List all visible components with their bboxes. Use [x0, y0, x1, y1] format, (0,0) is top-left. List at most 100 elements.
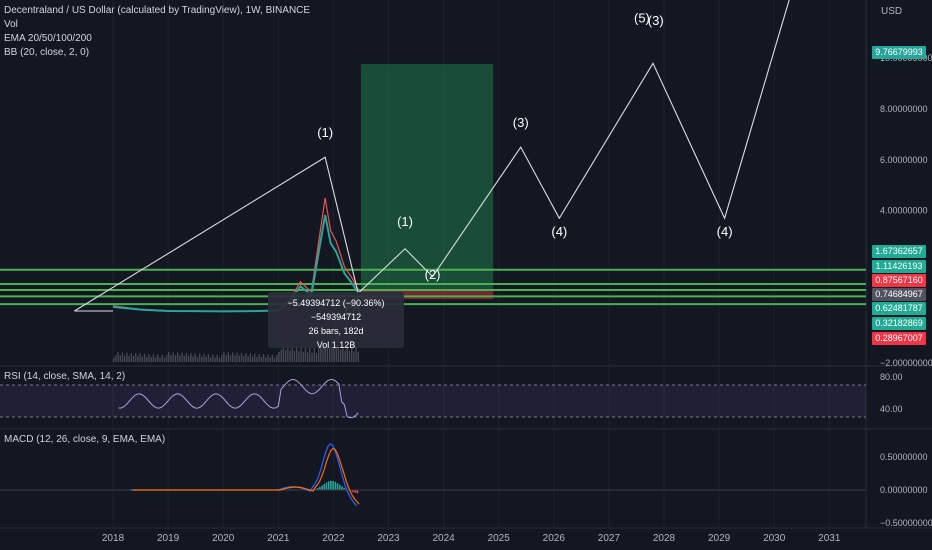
rsi-band	[0, 385, 866, 417]
symbol-title[interactable]: Decentraland / US Dollar (calculated by …	[4, 5, 311, 16]
volume-bar	[119, 355, 122, 362]
wave-label: (4)	[717, 224, 733, 239]
volume-bar	[137, 356, 139, 362]
volume-bar	[289, 350, 291, 362]
macd-legend: MACD (12, 26, close, 9, EMA, EMA)	[4, 433, 165, 447]
signal-line	[132, 447, 360, 505]
volume-bar	[150, 357, 152, 362]
x-tick-label: 2025	[488, 533, 511, 544]
volume-bar	[170, 355, 172, 362]
macd-histogram-bar	[338, 484, 341, 490]
volume-bar	[203, 353, 205, 362]
volume-bar	[260, 357, 263, 362]
macd-title[interactable]: MACD (12, 26, close, 9, EMA, EMA)	[4, 434, 166, 445]
grid-lines	[0, 0, 932, 529]
volume-bar	[256, 356, 258, 362]
volume-bar	[320, 344, 322, 362]
volume-bar	[357, 351, 360, 362]
volume-bar	[218, 357, 221, 362]
macd-histogram-bar	[341, 486, 343, 490]
volume-bar	[135, 353, 137, 362]
volume-bar	[194, 353, 196, 362]
macd-histogram-bar	[327, 481, 330, 490]
rsi-pane[interactable]	[0, 378, 866, 419]
elliott-wave-path	[74, 0, 790, 312]
rsi-tick-label: 80.00	[880, 372, 903, 382]
macd-tick-label: −0.50000000	[880, 518, 932, 528]
macd-histogram-bar	[349, 490, 352, 492]
volume-bar	[190, 353, 192, 362]
volume-bar	[262, 354, 265, 362]
main-pane[interactable]: (1)(2)(1)(2)(3)(4)(5)(3)(4)	[0, 0, 866, 362]
x-tick-label: 2021	[267, 533, 290, 544]
price-badge: 0.62481787	[872, 302, 926, 315]
wave-label: (3)	[513, 115, 529, 130]
volume-bar	[282, 344, 285, 362]
macd-histogram-bar	[332, 480, 334, 490]
volume-bar	[331, 334, 333, 362]
volume-bar	[311, 352, 313, 362]
volume-bar	[209, 357, 212, 362]
measure-change: −5.49394712 (−90.36%) −549394712	[287, 298, 385, 322]
volume-bar	[179, 355, 181, 362]
volume-bar	[121, 352, 124, 362]
volume-bar	[284, 350, 287, 362]
volume-bar	[214, 357, 216, 362]
bb-legend[interactable]: BB (20, close, 2, 0)	[4, 47, 90, 58]
currency-label: USD	[881, 6, 903, 17]
volume-bar	[165, 354, 168, 362]
volume-bar	[139, 353, 141, 362]
ema-legend[interactable]: EMA 20/50/100/200	[4, 33, 92, 44]
x-tick-label: 2028	[653, 533, 676, 544]
volume-bar	[265, 357, 267, 362]
macd-histogram-bar	[325, 482, 328, 490]
volume-bar	[115, 355, 117, 362]
price-badge: 0.74684967	[872, 288, 926, 301]
price-badge: 1.67362657	[872, 245, 926, 258]
volume-bar	[126, 352, 128, 362]
volume-bar	[216, 354, 218, 362]
volume-bar	[306, 352, 309, 362]
y-tick-label: 6.00000000	[880, 155, 928, 165]
macd-tick-label: 0.50000000	[880, 452, 928, 462]
y-tick-label: −2.00000000	[880, 358, 932, 368]
volume-bar	[146, 356, 148, 362]
wave-label: (4)	[551, 224, 567, 239]
volume-bar	[223, 352, 225, 362]
volume-bar	[298, 351, 300, 362]
x-tick-label: 2030	[763, 533, 786, 544]
rsi-title[interactable]: RSI (14, close, SMA, 14, 2)	[4, 371, 126, 382]
volume-bar	[304, 346, 307, 362]
price-badge: 1.11426193	[872, 260, 926, 273]
volume-bar	[313, 347, 315, 362]
volume-bar	[174, 355, 177, 362]
macd-histogram-bar	[316, 488, 319, 490]
volume-bar	[249, 353, 252, 362]
macd-pane[interactable]	[0, 443, 866, 507]
macd-histogram-bar	[321, 485, 323, 490]
volume-bar	[159, 357, 161, 362]
volume-bar	[172, 352, 174, 362]
volume-bar	[154, 357, 157, 362]
volume-bar	[236, 352, 238, 362]
volume-bar	[315, 353, 318, 362]
volume-bar	[157, 354, 159, 362]
volume-bar	[176, 352, 179, 362]
macd-histogram-bar	[334, 481, 337, 490]
price-badge: 0.87567160	[872, 274, 926, 287]
price-badge: 9.76679993	[872, 46, 926, 59]
volume-bar	[328, 345, 331, 362]
volume-bar	[117, 352, 119, 362]
price-badge: 0.32182869	[872, 317, 926, 330]
volume-bar	[295, 345, 298, 362]
volume-bar	[128, 355, 130, 362]
wave-label: (5)	[634, 11, 650, 26]
x-tick-label: 2024	[432, 533, 455, 544]
volume-bar	[232, 352, 234, 362]
wave-label: (2)	[425, 267, 441, 282]
vol-legend[interactable]: Vol	[4, 19, 18, 30]
volume-bar	[229, 355, 232, 362]
rsi-line	[118, 378, 359, 419]
time-axis[interactable]: 2018 2019 2020 2021 2022 2023 2024 2025 2026 2027…	[102, 533, 841, 544]
